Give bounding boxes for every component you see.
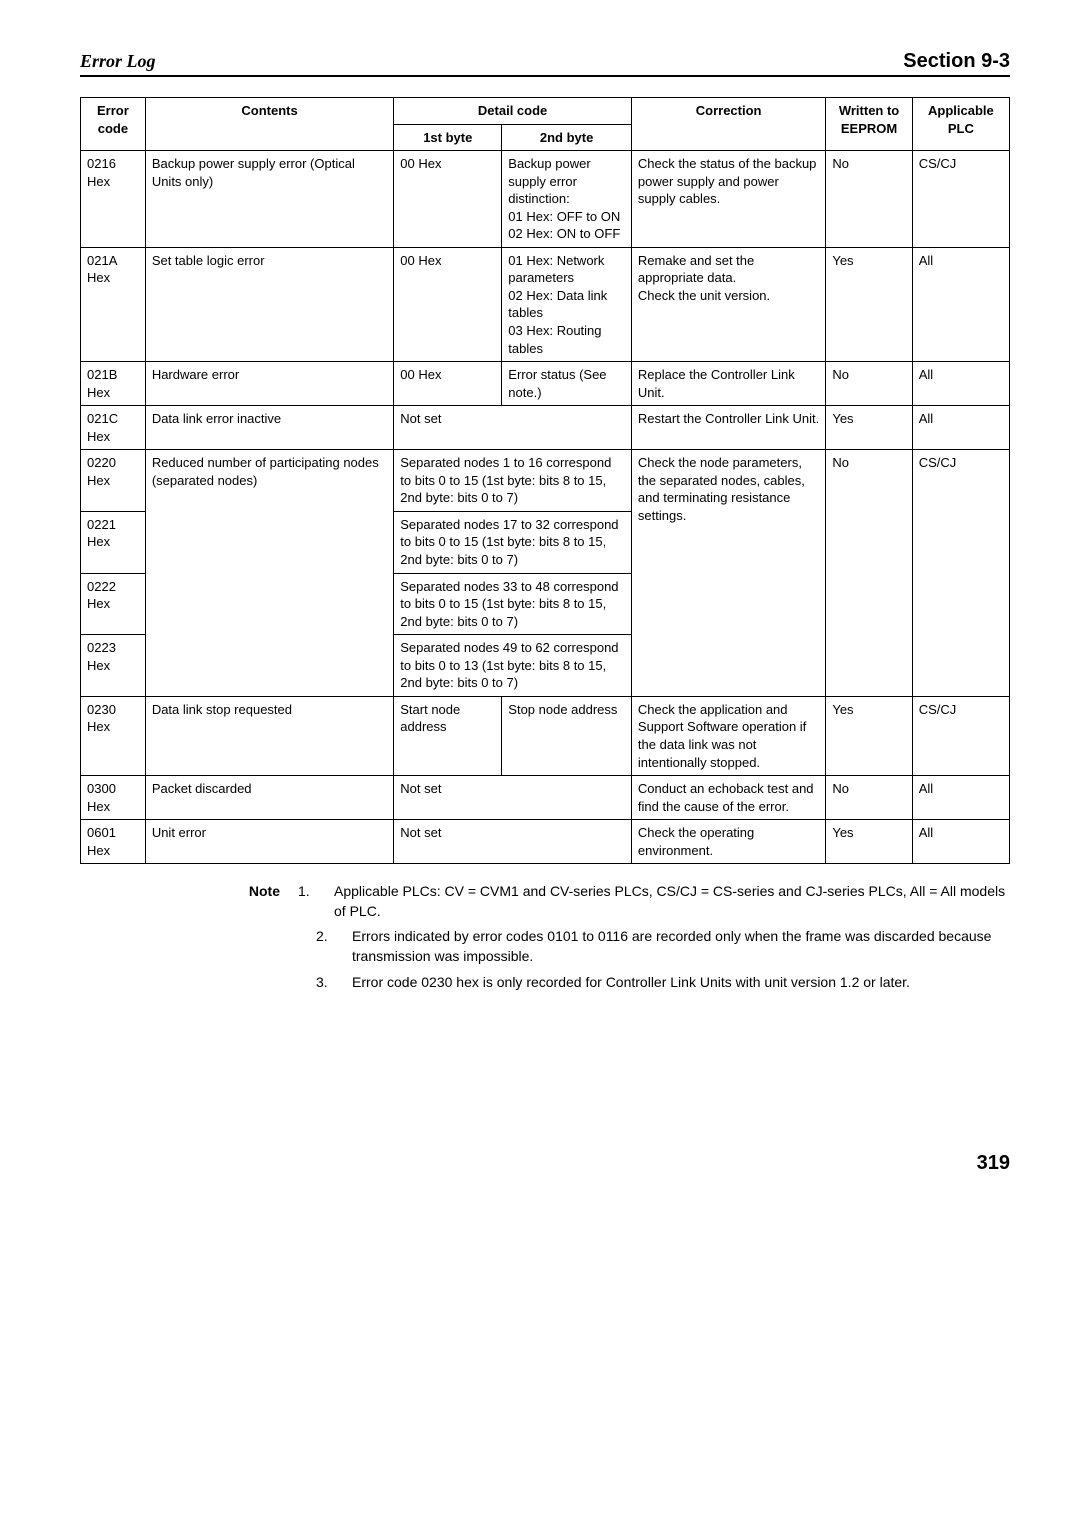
th-error-code: Error code bbox=[81, 98, 146, 151]
cell-plc: CS/CJ bbox=[912, 151, 1009, 248]
th-byte1: 1st byte bbox=[394, 124, 502, 151]
cell-b12: Not set bbox=[394, 776, 632, 820]
cell-eep: Yes bbox=[826, 406, 912, 450]
note-number: 3. bbox=[316, 973, 334, 993]
cell-contents: Data link stop requested bbox=[145, 696, 393, 775]
cell-b1: Start node address bbox=[394, 696, 502, 775]
cell-b12: Not set bbox=[394, 820, 632, 864]
table-row: 021C Hex Data link error inactive Not se… bbox=[81, 406, 1010, 450]
th-eeprom: Written to EEPROM bbox=[826, 98, 912, 151]
cell-corr: Restart the Controller Link Unit. bbox=[631, 406, 825, 450]
table-row: 0601 Hex Unit error Not set Check the op… bbox=[81, 820, 1010, 864]
cell-code: 0220 Hex bbox=[81, 450, 146, 512]
cell-corr: Check the application and Support Softwa… bbox=[631, 696, 825, 775]
cell-code: 021B Hex bbox=[81, 362, 146, 406]
cell-contents: Hardware error bbox=[145, 362, 393, 406]
cell-b1: 00 Hex bbox=[394, 151, 502, 248]
cell-corr: Check the status of the backup power sup… bbox=[631, 151, 825, 248]
cell-contents: Backup power supply error (Optical Units… bbox=[145, 151, 393, 248]
cell-corr: Check the operating environment. bbox=[631, 820, 825, 864]
table-row: 0220 Hex Reduced number of participating… bbox=[81, 450, 1010, 512]
cell-corr: Conduct an echoback test and find the ca… bbox=[631, 776, 825, 820]
cell-contents: Set table logic error bbox=[145, 247, 393, 361]
cell-code: 0601 Hex bbox=[81, 820, 146, 864]
table-row: 0300 Hex Packet discarded Not set Conduc… bbox=[81, 776, 1010, 820]
note-item: 3. Error code 0230 hex is only recorded … bbox=[316, 973, 1010, 993]
cell-b2: 01 Hex: Network parameters 02 Hex: Data … bbox=[502, 247, 632, 361]
note-number: 2. bbox=[316, 927, 334, 966]
cell-b12: Not set bbox=[394, 406, 632, 450]
cell-plc: All bbox=[912, 406, 1009, 450]
document-page: Error Log Section 9-3 Error code Content… bbox=[0, 0, 1080, 1225]
cell-plc: CS/CJ bbox=[912, 450, 1009, 697]
cell-code: 021A Hex bbox=[81, 247, 146, 361]
note-text: Applicable PLCs: CV = CVM1 and CV-series… bbox=[334, 882, 1010, 921]
cell-contents: Packet discarded bbox=[145, 776, 393, 820]
header-title-left: Error Log bbox=[80, 51, 156, 72]
cell-plc: CS/CJ bbox=[912, 696, 1009, 775]
cell-corr: Replace the Controller Link Unit. bbox=[631, 362, 825, 406]
page-header: Error Log Section 9-3 bbox=[80, 50, 1010, 77]
cell-b12: Separated nodes 49 to 62 correspond to b… bbox=[394, 635, 632, 697]
cell-code: 0216 Hex bbox=[81, 151, 146, 248]
cell-b1: 00 Hex bbox=[394, 247, 502, 361]
table-row: 021B Hex Hardware error 00 Hex Error sta… bbox=[81, 362, 1010, 406]
cell-plc: All bbox=[912, 776, 1009, 820]
cell-eep: Yes bbox=[826, 247, 912, 361]
cell-plc: All bbox=[912, 820, 1009, 864]
cell-eep: No bbox=[826, 776, 912, 820]
cell-eep: No bbox=[826, 362, 912, 406]
note-text: Errors indicated by error codes 0101 to … bbox=[352, 927, 1010, 966]
table-row: 021A Hex Set table logic error 00 Hex 01… bbox=[81, 247, 1010, 361]
cell-code: 0221 Hex bbox=[81, 511, 146, 573]
th-contents: Contents bbox=[145, 98, 393, 151]
note-number: 1. bbox=[298, 882, 316, 921]
th-plc: Applicable PLC bbox=[912, 98, 1009, 151]
notes-label: Note bbox=[80, 882, 280, 921]
cell-b12: Separated nodes 1 to 16 correspond to bi… bbox=[394, 450, 632, 512]
th-detail-code: Detail code bbox=[394, 98, 632, 125]
error-log-table: Error code Contents Detail code Correcti… bbox=[80, 97, 1010, 864]
cell-code: 0223 Hex bbox=[81, 635, 146, 697]
cell-code: 0222 Hex bbox=[81, 573, 146, 635]
cell-contents: Reduced number of participating nodes (s… bbox=[145, 450, 393, 697]
header-title-right: Section 9-3 bbox=[903, 50, 1010, 73]
note-text: Error code 0230 hex is only recorded for… bbox=[352, 973, 1010, 993]
notes-section: Note 1. Applicable PLCs: CV = CVM1 and C… bbox=[80, 882, 1010, 992]
cell-eep: Yes bbox=[826, 696, 912, 775]
cell-b2: Backup power supply error distinction: 0… bbox=[502, 151, 632, 248]
note-item: 2. Errors indicated by error codes 0101 … bbox=[316, 927, 1010, 966]
cell-code: 021C Hex bbox=[81, 406, 146, 450]
cell-corr: Check the node parameters, the separated… bbox=[631, 450, 825, 697]
cell-contents: Unit error bbox=[145, 820, 393, 864]
th-correction: Correction bbox=[631, 98, 825, 151]
cell-plc: All bbox=[912, 247, 1009, 361]
cell-code: 0300 Hex bbox=[81, 776, 146, 820]
cell-eep: No bbox=[826, 151, 912, 248]
cell-code: 0230 Hex bbox=[81, 696, 146, 775]
page-number: 319 bbox=[80, 1152, 1010, 1175]
cell-eep: Yes bbox=[826, 820, 912, 864]
cell-plc: All bbox=[912, 362, 1009, 406]
table-row: 0230 Hex Data link stop requested Start … bbox=[81, 696, 1010, 775]
cell-b2: Stop node address bbox=[502, 696, 632, 775]
cell-b1: 00 Hex bbox=[394, 362, 502, 406]
cell-contents: Data link error inactive bbox=[145, 406, 393, 450]
table-row: 0216 Hex Backup power supply error (Opti… bbox=[81, 151, 1010, 248]
cell-b12: Separated nodes 17 to 32 correspond to b… bbox=[394, 511, 632, 573]
cell-b2: Error status (See note.) bbox=[502, 362, 632, 406]
cell-b12: Separated nodes 33 to 48 correspond to b… bbox=[394, 573, 632, 635]
note-item: Note 1. Applicable PLCs: CV = CVM1 and C… bbox=[80, 882, 1010, 921]
cell-corr: Remake and set the appropriate data. Che… bbox=[631, 247, 825, 361]
th-byte2: 2nd byte bbox=[502, 124, 632, 151]
cell-eep: No bbox=[826, 450, 912, 697]
